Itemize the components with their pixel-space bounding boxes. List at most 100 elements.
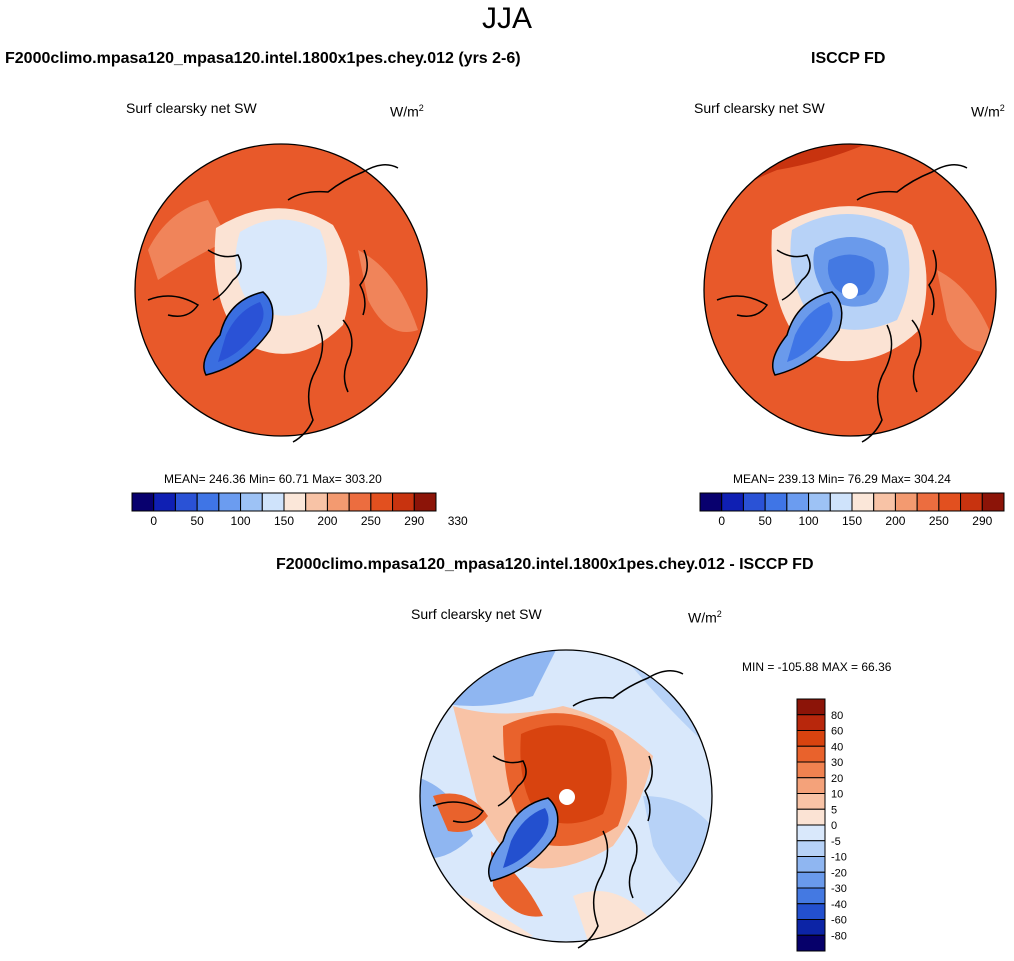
- cbar3-swatch-14: [796, 919, 826, 936]
- map1-boundary: [134, 143, 428, 437]
- map2-boundary: [703, 143, 997, 437]
- cbar3-tick-label: -20: [831, 867, 847, 879]
- map2-greenland-core: [787, 302, 833, 362]
- cbar3-tick-label: 10: [831, 789, 843, 801]
- panel-1-subtitle: Surf clearsky net SW: [126, 100, 257, 116]
- cbar1-swatch-9: [326, 492, 350, 512]
- cbar1-swatch-3: [196, 492, 220, 512]
- map2-patch-b: [937, 270, 996, 352]
- cbar1-swatch-4: [218, 492, 242, 512]
- panel-1-units: W/m2: [390, 103, 424, 120]
- cbar1-swatch-12: [392, 492, 415, 512]
- polar-map-difference: [419, 649, 713, 949]
- cbar3-swatch-8: [796, 824, 826, 842]
- panel-3-colorbar: 80 60 40 30 20 10 5 0 -5 -10 -20 -30 -40 -60 -80: [796, 698, 847, 952]
- cbar3-tick-label: 30: [831, 757, 843, 769]
- cbar2-tick-label: 200: [885, 514, 905, 528]
- cbar3-swatch-13: [796, 903, 826, 920]
- panel-2-subtitle: Surf clearsky net SW: [694, 100, 825, 116]
- panel-3-title: F2000climo.mpasa120_mpasa120.intel.1800x…: [276, 556, 814, 573]
- map2-polar-core: [827, 254, 875, 296]
- panel-1-stats: MEAN= 246.36 Min= 60.71 Max= 303.20: [164, 472, 382, 486]
- cbar2-tick-label: 290: [972, 514, 992, 528]
- cbar3-tick-label: -5: [831, 836, 841, 848]
- cbar1-tick-label: 150: [274, 514, 294, 528]
- season-title: JJA: [481, 2, 532, 35]
- cbar3-tick-label: -10: [831, 852, 847, 864]
- cbar2-swatch-1: [721, 492, 744, 512]
- cbar1-tick-label: 200: [317, 514, 337, 528]
- cbar3-tick-label: 20: [831, 773, 843, 785]
- cbar1-swatch-11: [370, 492, 394, 512]
- cbar3-swatch-5: [796, 777, 826, 794]
- cbar1-swatch-0: [131, 492, 155, 512]
- panel-2-stats: MEAN= 239.13 Min= 76.29 Max= 304.24: [733, 472, 951, 486]
- cbar2-swatch-2: [742, 492, 766, 512]
- map3-coastlines: [432, 670, 684, 949]
- cbar1-tick-label: 100: [231, 514, 251, 528]
- cbar1-tick-label: 50: [190, 514, 204, 528]
- cbar3-tick-label: 0: [831, 820, 837, 832]
- cbar1-swatch-8: [305, 492, 328, 512]
- map1-patch-b: [358, 250, 418, 332]
- map1-greenland-core: [218, 302, 264, 362]
- cbar1-swatch-1: [153, 492, 176, 512]
- cbar3-swatch-4: [796, 761, 826, 779]
- cbar3-swatch-0: [796, 698, 826, 716]
- panel-2-units: W/m2: [971, 103, 1005, 120]
- cbar1-swatch-2: [174, 492, 198, 512]
- cbar1-swatch-7: [283, 492, 307, 512]
- panel-2-title: ISCCP FD: [811, 50, 886, 67]
- cbar2-tick-label: 250: [929, 514, 949, 528]
- map2-coastlines: [716, 164, 968, 443]
- cbar2-swatch-10: [916, 492, 940, 512]
- cbar1-swatch-13: [413, 492, 437, 512]
- cbar3-swatch-9: [796, 840, 826, 857]
- cbar2-swatch-8: [873, 492, 896, 512]
- map2-pole-mask: [842, 283, 858, 299]
- polar-map-model: [134, 143, 428, 443]
- map3-pole-mask: [559, 789, 575, 805]
- cbar2-tick-label: 0: [718, 514, 725, 528]
- map3-greenland-core: [503, 808, 549, 868]
- panel-3-subtitle: Surf clearsky net SW: [411, 606, 542, 622]
- cbar3-swatch-7: [796, 808, 826, 826]
- map1-polar-cap: [235, 219, 328, 316]
- cbar1-tick-label: 290: [404, 514, 424, 528]
- cbar2-tick-label: 50: [758, 514, 772, 528]
- cbar3-tick-label: -40: [831, 899, 847, 911]
- map1-coastlines: [147, 164, 399, 443]
- cbar3-swatch-11: [796, 871, 826, 889]
- cbar3-swatch-1: [796, 714, 826, 731]
- cbar3-tick-label: -30: [831, 883, 847, 895]
- cbar1-swatch-6: [261, 492, 285, 512]
- cbar3-swatch-6: [796, 793, 826, 810]
- cbar2-swatch-3: [764, 492, 788, 512]
- cbar3-tick-label: 80: [831, 710, 843, 722]
- cbar3-tick-label: 60: [831, 726, 843, 738]
- cbar2-swatch-12: [960, 492, 983, 512]
- cbar2-swatch-7: [851, 492, 875, 512]
- cbar3-swatch-2: [796, 730, 826, 747]
- cbar2-swatch-5: [808, 492, 831, 512]
- cbar3-swatch-12: [796, 887, 826, 905]
- panel-3-units: W/m2: [688, 609, 722, 626]
- panel-1-title: F2000climo.mpasa120_mpasa120.intel.1800x…: [5, 50, 521, 67]
- cbar3-swatch-3: [796, 745, 826, 763]
- cbar3-tick-label: -80: [831, 930, 847, 942]
- polar-map-isccp: [703, 143, 997, 443]
- cbar2-swatch-11: [938, 492, 962, 512]
- map1-patch-a: [148, 200, 228, 280]
- cbar2-swatch-13: [981, 492, 1005, 512]
- panel-1-colorbar: 0 50 100 150 200 250 290 330: [131, 492, 468, 528]
- cbar3-tick-label: 40: [831, 741, 843, 753]
- cbar2-tick-label: 100: [799, 514, 819, 528]
- cbar2-tick-label: 150: [842, 514, 862, 528]
- cbar1-tick-label: 250: [361, 514, 381, 528]
- cbar2-swatch-9: [894, 492, 918, 512]
- cbar3-swatch-15: [796, 934, 826, 952]
- cbar3-swatch-10: [796, 856, 826, 873]
- cbar1-tick-label: 330: [448, 514, 468, 528]
- cbar3-tick-label: -60: [831, 915, 847, 927]
